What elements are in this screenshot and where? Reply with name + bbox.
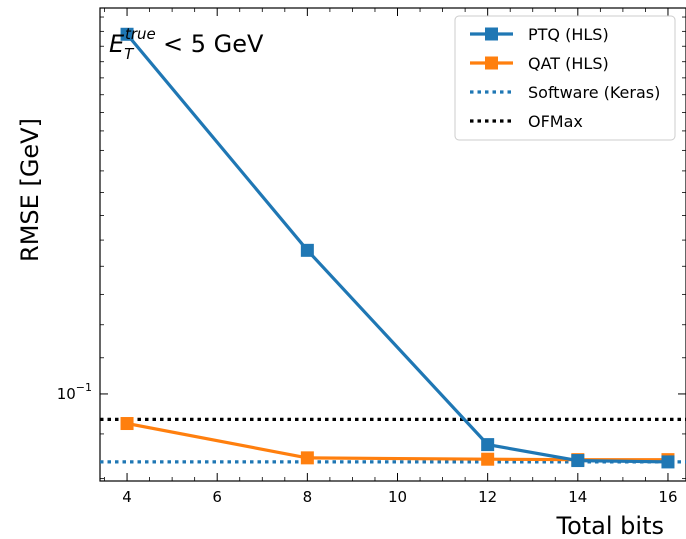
legend: PTQ (HLS) QAT (HLS) Software (Keras) OFMax [454, 15, 676, 141]
x-tick-label: 14 [568, 488, 587, 506]
annotation-text: ETtrue < 5 GeV [109, 25, 264, 63]
series-0-point [571, 454, 585, 468]
y-axis-label: RMSE [GeV] [16, 118, 44, 262]
series-0-point [481, 438, 495, 452]
x-tick-label: 10 [388, 488, 407, 506]
plot-border [99, 7, 686, 482]
series-0-point [300, 243, 314, 257]
series-0-point [120, 27, 134, 41]
series-1-point [120, 417, 134, 431]
legend-box [454, 15, 676, 141]
x-axis-label: Total bits [556, 512, 665, 539]
x-tick-label: 6 [212, 488, 222, 506]
legend-label: QAT (HLS) [528, 54, 609, 73]
series-1-point [481, 452, 495, 466]
x-tick-label: 12 [478, 488, 497, 506]
annotation: ETtrue < 5 GeV [109, 25, 264, 63]
y-tick-label: 10−1 [57, 381, 92, 403]
legend-label: OFMax [528, 112, 583, 131]
legend-swatch-marker [485, 56, 498, 70]
x-tick-label: 4 [122, 488, 132, 506]
x-tick-label: 16 [658, 488, 677, 506]
legend-label: Software (Keras) [528, 83, 660, 102]
series-0-point [661, 455, 675, 469]
series-layer [100, 27, 686, 469]
x-axis: 4 6 8 10 12 14 16 [104, 8, 678, 506]
y-axis: 10−1 [57, 16, 686, 480]
plot-frame [99, 7, 686, 482]
series-1-point [300, 451, 314, 465]
series-line-1 [126, 421, 668, 462]
legend-label: PTQ (HLS) [528, 25, 609, 44]
x-tick-label: 8 [303, 488, 313, 506]
legend-swatch-marker [485, 27, 498, 41]
